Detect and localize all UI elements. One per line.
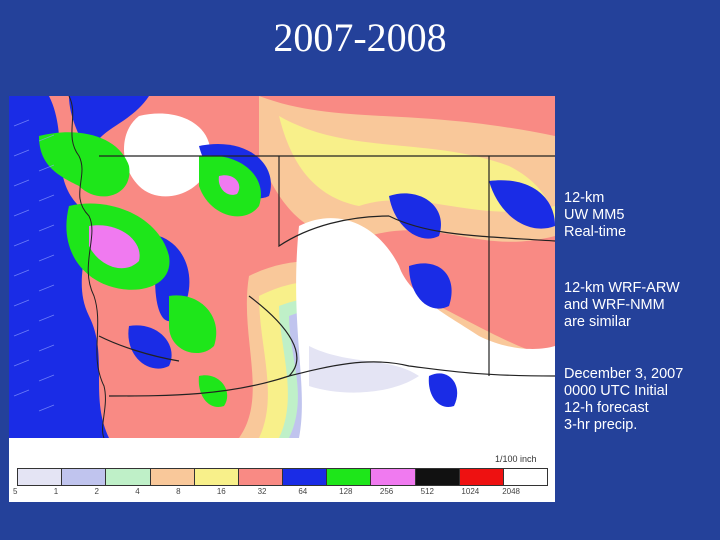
- legend-label: 32: [257, 487, 267, 496]
- legend-label: 8: [176, 487, 181, 496]
- precip-legend-bar: [17, 468, 549, 486]
- legend-label: 16: [216, 487, 226, 496]
- model-line: Real-time: [564, 224, 627, 240]
- legend-swatch: [149, 468, 195, 486]
- comparison-line: are similar: [564, 314, 631, 330]
- legend-swatch: [502, 468, 549, 486]
- legend-swatch: [370, 468, 416, 486]
- forecast-info: December 3, 2007 0000 UTC Initial 12-h f…: [564, 366, 716, 434]
- comparison-note: 12-km WRF-ARW and WRF-NMM are similar: [564, 280, 716, 331]
- legend-swatch: [414, 468, 460, 486]
- model-line: UW MM5: [564, 207, 625, 223]
- legend-label: 5: [13, 487, 18, 496]
- comparison-line: and WRF-NMM: [564, 297, 665, 313]
- model-description: 12-km UW MM5 Real-time: [564, 190, 716, 241]
- legend-swatch: [237, 468, 284, 486]
- slide-title: 2007-2008: [273, 15, 447, 60]
- forecast-line: December 3, 2007: [564, 366, 684, 382]
- legend-label: 2: [94, 487, 99, 496]
- forecast-line: 3-hr precip.: [564, 417, 638, 433]
- legend-units-label: 1/100 inch: [495, 454, 537, 464]
- legend-swatch: [193, 468, 239, 486]
- legend-swatch: [326, 468, 372, 486]
- legend-swatch: [61, 468, 107, 486]
- comparison-line: 12-km WRF-ARW: [564, 280, 680, 296]
- legend-label: 64: [298, 487, 308, 496]
- legend-swatch: [458, 468, 504, 486]
- legend-label: 512: [420, 487, 435, 496]
- legend-label: 256: [379, 487, 394, 496]
- legend-swatch: [282, 468, 328, 486]
- forecast-line: 0000 UTC Initial: [564, 383, 668, 399]
- legend-label: 2048: [502, 487, 520, 496]
- precip-map-graphic: [9, 96, 555, 438]
- forecast-line: 12-h forecast: [564, 400, 649, 416]
- legend-label: 128: [339, 487, 353, 496]
- legend-label: 1: [53, 487, 59, 496]
- legend-swatch: [105, 468, 151, 486]
- legend-label: 4: [135, 487, 140, 496]
- legend-label: 1024: [461, 487, 480, 496]
- model-line: 12-km: [564, 190, 605, 206]
- legend-swatch: [17, 468, 63, 486]
- precip-legend-labels: 5 1 2 4 8 16 32 64 128 256 512 1024 2048: [13, 487, 547, 499]
- precipitation-map: 1/100 inch 5 1 2 4 8 16 32 64 128 256 51…: [9, 96, 555, 502]
